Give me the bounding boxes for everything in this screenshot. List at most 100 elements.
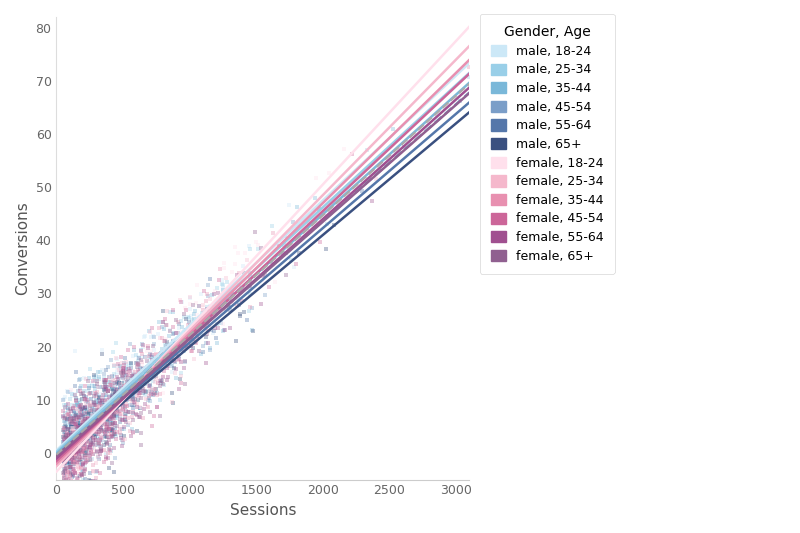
Point <box>78 415 91 423</box>
Point <box>73 396 86 405</box>
Point <box>99 378 112 386</box>
Point <box>243 289 256 298</box>
Point <box>79 423 92 431</box>
Point <box>86 411 98 420</box>
Point <box>64 463 77 472</box>
Point <box>111 360 124 368</box>
Point <box>115 373 128 382</box>
Point <box>258 271 271 279</box>
Point <box>162 343 174 352</box>
Point <box>58 468 70 477</box>
Point <box>88 384 101 393</box>
Point <box>142 393 155 402</box>
Point <box>186 346 198 355</box>
Point <box>123 379 136 387</box>
Point <box>108 401 121 410</box>
Point <box>120 365 133 373</box>
Point <box>58 442 71 451</box>
Point <box>67 454 80 462</box>
Point <box>88 424 101 432</box>
Point <box>110 355 123 364</box>
Point <box>120 396 133 405</box>
Point <box>88 420 101 429</box>
Point <box>106 376 119 384</box>
Point <box>86 437 98 446</box>
Point <box>72 440 85 449</box>
Point <box>70 445 83 453</box>
Point <box>117 416 130 424</box>
Point <box>116 404 129 413</box>
Point <box>67 389 80 398</box>
Point <box>63 416 76 424</box>
Point <box>84 402 97 410</box>
Point <box>232 249 245 257</box>
Point <box>134 385 146 394</box>
Point <box>58 465 71 474</box>
Point <box>204 343 217 352</box>
Point <box>105 419 118 428</box>
Point <box>58 434 71 443</box>
Point <box>108 390 121 399</box>
Point <box>67 438 80 447</box>
Point <box>247 272 260 280</box>
Point <box>68 477 81 486</box>
Point <box>71 449 84 458</box>
Point <box>167 344 180 352</box>
Point <box>57 395 70 404</box>
Point <box>109 418 122 427</box>
Point <box>77 412 90 421</box>
Point <box>75 466 88 475</box>
Point <box>73 424 86 433</box>
Point <box>147 373 160 381</box>
Point <box>68 438 81 447</box>
Point <box>64 450 77 459</box>
Point <box>71 401 84 409</box>
Point <box>166 343 179 351</box>
Point <box>63 469 76 478</box>
Point <box>86 422 99 431</box>
Point <box>58 425 70 433</box>
Point <box>124 419 137 427</box>
Point <box>59 453 72 461</box>
Point <box>150 375 162 383</box>
Point <box>74 401 87 410</box>
Point <box>173 354 186 363</box>
Point <box>65 442 78 451</box>
Point <box>88 416 101 425</box>
Point <box>126 427 139 436</box>
Point <box>74 482 87 490</box>
Point <box>113 378 126 387</box>
Point <box>69 423 82 432</box>
Point <box>125 431 138 440</box>
Point <box>115 425 128 433</box>
Point <box>202 281 214 289</box>
Point <box>81 431 94 439</box>
Point <box>63 453 76 462</box>
Point <box>114 404 126 413</box>
Point <box>117 392 130 401</box>
Point <box>136 340 149 349</box>
Point <box>90 410 103 419</box>
Point <box>63 463 76 471</box>
Point <box>211 288 224 297</box>
Point <box>77 448 90 456</box>
Point <box>62 438 74 447</box>
Point <box>209 310 222 319</box>
Point <box>108 385 121 394</box>
Point <box>62 387 74 396</box>
Point <box>136 350 149 359</box>
Point <box>124 360 137 368</box>
Point <box>131 385 144 394</box>
Point <box>120 395 133 404</box>
Point <box>103 449 116 457</box>
Point <box>82 387 94 395</box>
Point <box>59 451 72 459</box>
Point <box>225 289 238 297</box>
Point <box>107 411 120 420</box>
Point <box>83 398 96 406</box>
Point <box>63 429 76 438</box>
Point <box>67 405 80 413</box>
Point <box>190 332 203 340</box>
Point <box>62 442 74 450</box>
Point <box>106 421 119 430</box>
